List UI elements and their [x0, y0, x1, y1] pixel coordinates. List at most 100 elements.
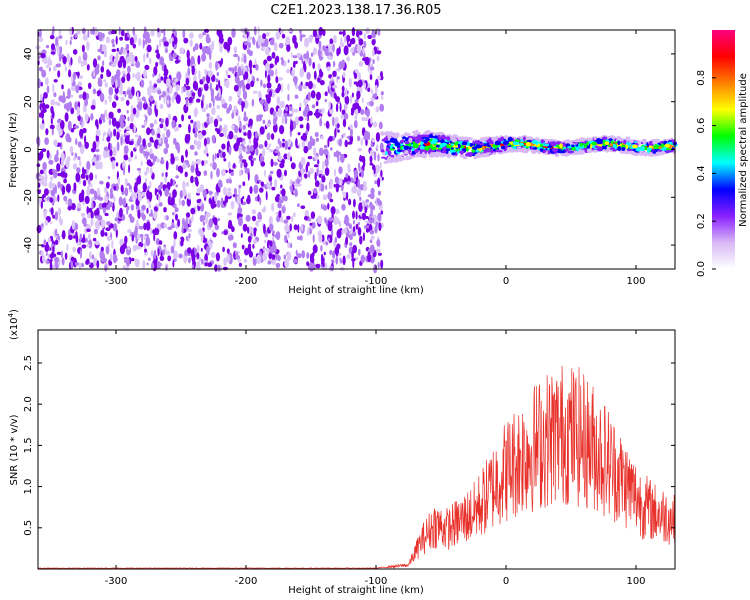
- spectrogram-cell: [84, 113, 89, 123]
- spectrogram-cell: [196, 120, 201, 130]
- spectrogram-cell: [131, 86, 135, 97]
- spectrogram-cell: [281, 33, 286, 39]
- spectrogram-cell: [334, 176, 339, 184]
- spectrogram-cell: [379, 161, 382, 170]
- spectrogram-cell: [358, 38, 364, 46]
- spectrogram-cell: [335, 184, 339, 193]
- spectrogram-cell: [335, 103, 339, 112]
- spectrogram-cell: [137, 192, 143, 202]
- spectrogram-cell: [50, 207, 54, 216]
- spectrogram-cell: [260, 161, 266, 167]
- spectrogram-cell: [128, 213, 133, 219]
- spectrogram-cell: [54, 197, 58, 202]
- spectrogram-cell: [284, 116, 288, 125]
- spectrogram-cell: [138, 225, 144, 230]
- spectrogram-cell: [235, 194, 238, 203]
- spectrogram-cell: [187, 192, 191, 200]
- spectrogram-cell: [358, 248, 361, 256]
- spectrogram-cell: [149, 80, 152, 85]
- spectrogram-cell: [55, 228, 58, 237]
- spectrogram-cell: [50, 118, 53, 125]
- spectrogram-cell: [52, 245, 55, 256]
- spectrogram-cell: [84, 98, 88, 107]
- spectrogram-cell: [96, 122, 99, 130]
- spectrogram-cell: [178, 124, 182, 128]
- spectrogram-cell: [362, 232, 365, 242]
- spectrogram-cell: [343, 34, 347, 43]
- spectrogram-cell: [415, 154, 419, 157]
- spectrogram-cell: [125, 257, 130, 267]
- spectrogram-cell: [223, 158, 227, 162]
- spectrogram-cell: [123, 145, 129, 154]
- spectrogram-cell: [172, 52, 177, 59]
- spectrogram-cell: [370, 235, 375, 240]
- spectrogram-cell: [309, 167, 314, 175]
- spectrogram-cell: [464, 153, 472, 157]
- spectrogram-cell: [204, 69, 208, 75]
- spectrogram-cell: [124, 187, 129, 197]
- spectrogram-cell: [156, 53, 161, 59]
- spectrogram-cell: [291, 68, 295, 77]
- spectrogram-cell: [643, 138, 647, 144]
- spectrogram-cell: [369, 155, 373, 163]
- spectrogram-cell: [287, 138, 292, 145]
- spectrogram-cell: [259, 187, 264, 193]
- spectrogram-cell: [369, 100, 374, 107]
- spectrogram-cell: [133, 124, 136, 134]
- spectrogram-cell: [102, 137, 105, 142]
- spectrogram-cell: [380, 91, 384, 96]
- spectrogram-cell: [349, 127, 353, 137]
- spectrogram-cell: [109, 95, 112, 103]
- spectrogram-cell: [333, 216, 339, 225]
- spectrogram-cell: [52, 168, 55, 174]
- spectrogram-cell: [287, 146, 291, 150]
- spectrogram-cell: [259, 197, 262, 206]
- spectrogram-cell: [134, 155, 137, 160]
- spectrogram-cell: [182, 29, 186, 39]
- spectrogram-cell: [264, 69, 267, 79]
- spectrogram-cell: [168, 38, 172, 45]
- spectrogram-cell: [49, 261, 53, 271]
- spectrogram-cell: [210, 170, 213, 180]
- spectrogram-cell: [389, 148, 395, 151]
- spectrogram-cell: [150, 250, 154, 257]
- spectrogram-cell: [334, 236, 338, 243]
- spectrogram-cell: [280, 29, 284, 34]
- spectrogram-cell: [179, 47, 185, 55]
- spectrogram-cell: [140, 160, 143, 167]
- spectrogram-cell: [185, 217, 188, 226]
- spectrogram-cell: [233, 46, 237, 53]
- spectrogram-cell: [606, 146, 610, 152]
- spectrogram-cell: [264, 105, 269, 112]
- spectrogram-cell: [66, 53, 70, 62]
- spectrogram-cell: [348, 198, 352, 206]
- spectrogram-cell: [84, 135, 87, 145]
- spectrogram-cell: [328, 101, 331, 110]
- spectrogram-cell: [111, 240, 114, 249]
- spectrogram-cell: [136, 138, 141, 147]
- spectrogram-cell: [365, 228, 370, 233]
- spectrogram-cell: [328, 217, 334, 222]
- spectrogram-cell: [200, 214, 205, 222]
- spectrogram-cell: [436, 151, 441, 156]
- spectrogram-cell: [423, 139, 428, 144]
- y-tick-label: 2.5: [23, 355, 34, 371]
- spectrogram-cell: [653, 144, 659, 150]
- spectrogram-cell: [238, 202, 241, 213]
- spectrogram-cell: [369, 162, 374, 166]
- spectrogram-cell: [187, 247, 192, 254]
- spectrogram-cell: [290, 52, 293, 58]
- spectrogram-cell: [436, 132, 439, 136]
- spectrogram-cell: [282, 138, 285, 142]
- spectrogram-cell: [501, 145, 506, 150]
- spectrogram-cell: [409, 145, 412, 151]
- spectrogram-cell: [608, 135, 614, 139]
- spectrogram-cell: [203, 170, 208, 176]
- spectrogram-cell: [339, 153, 345, 163]
- spectrogram-cell: [255, 64, 259, 71]
- spectrogram-cell: [288, 113, 293, 117]
- spectrogram-cell: [260, 45, 266, 52]
- spectrogram-cell: [359, 184, 365, 191]
- spectrogram-cell: [82, 179, 87, 187]
- spectrogram-cell: [198, 228, 203, 236]
